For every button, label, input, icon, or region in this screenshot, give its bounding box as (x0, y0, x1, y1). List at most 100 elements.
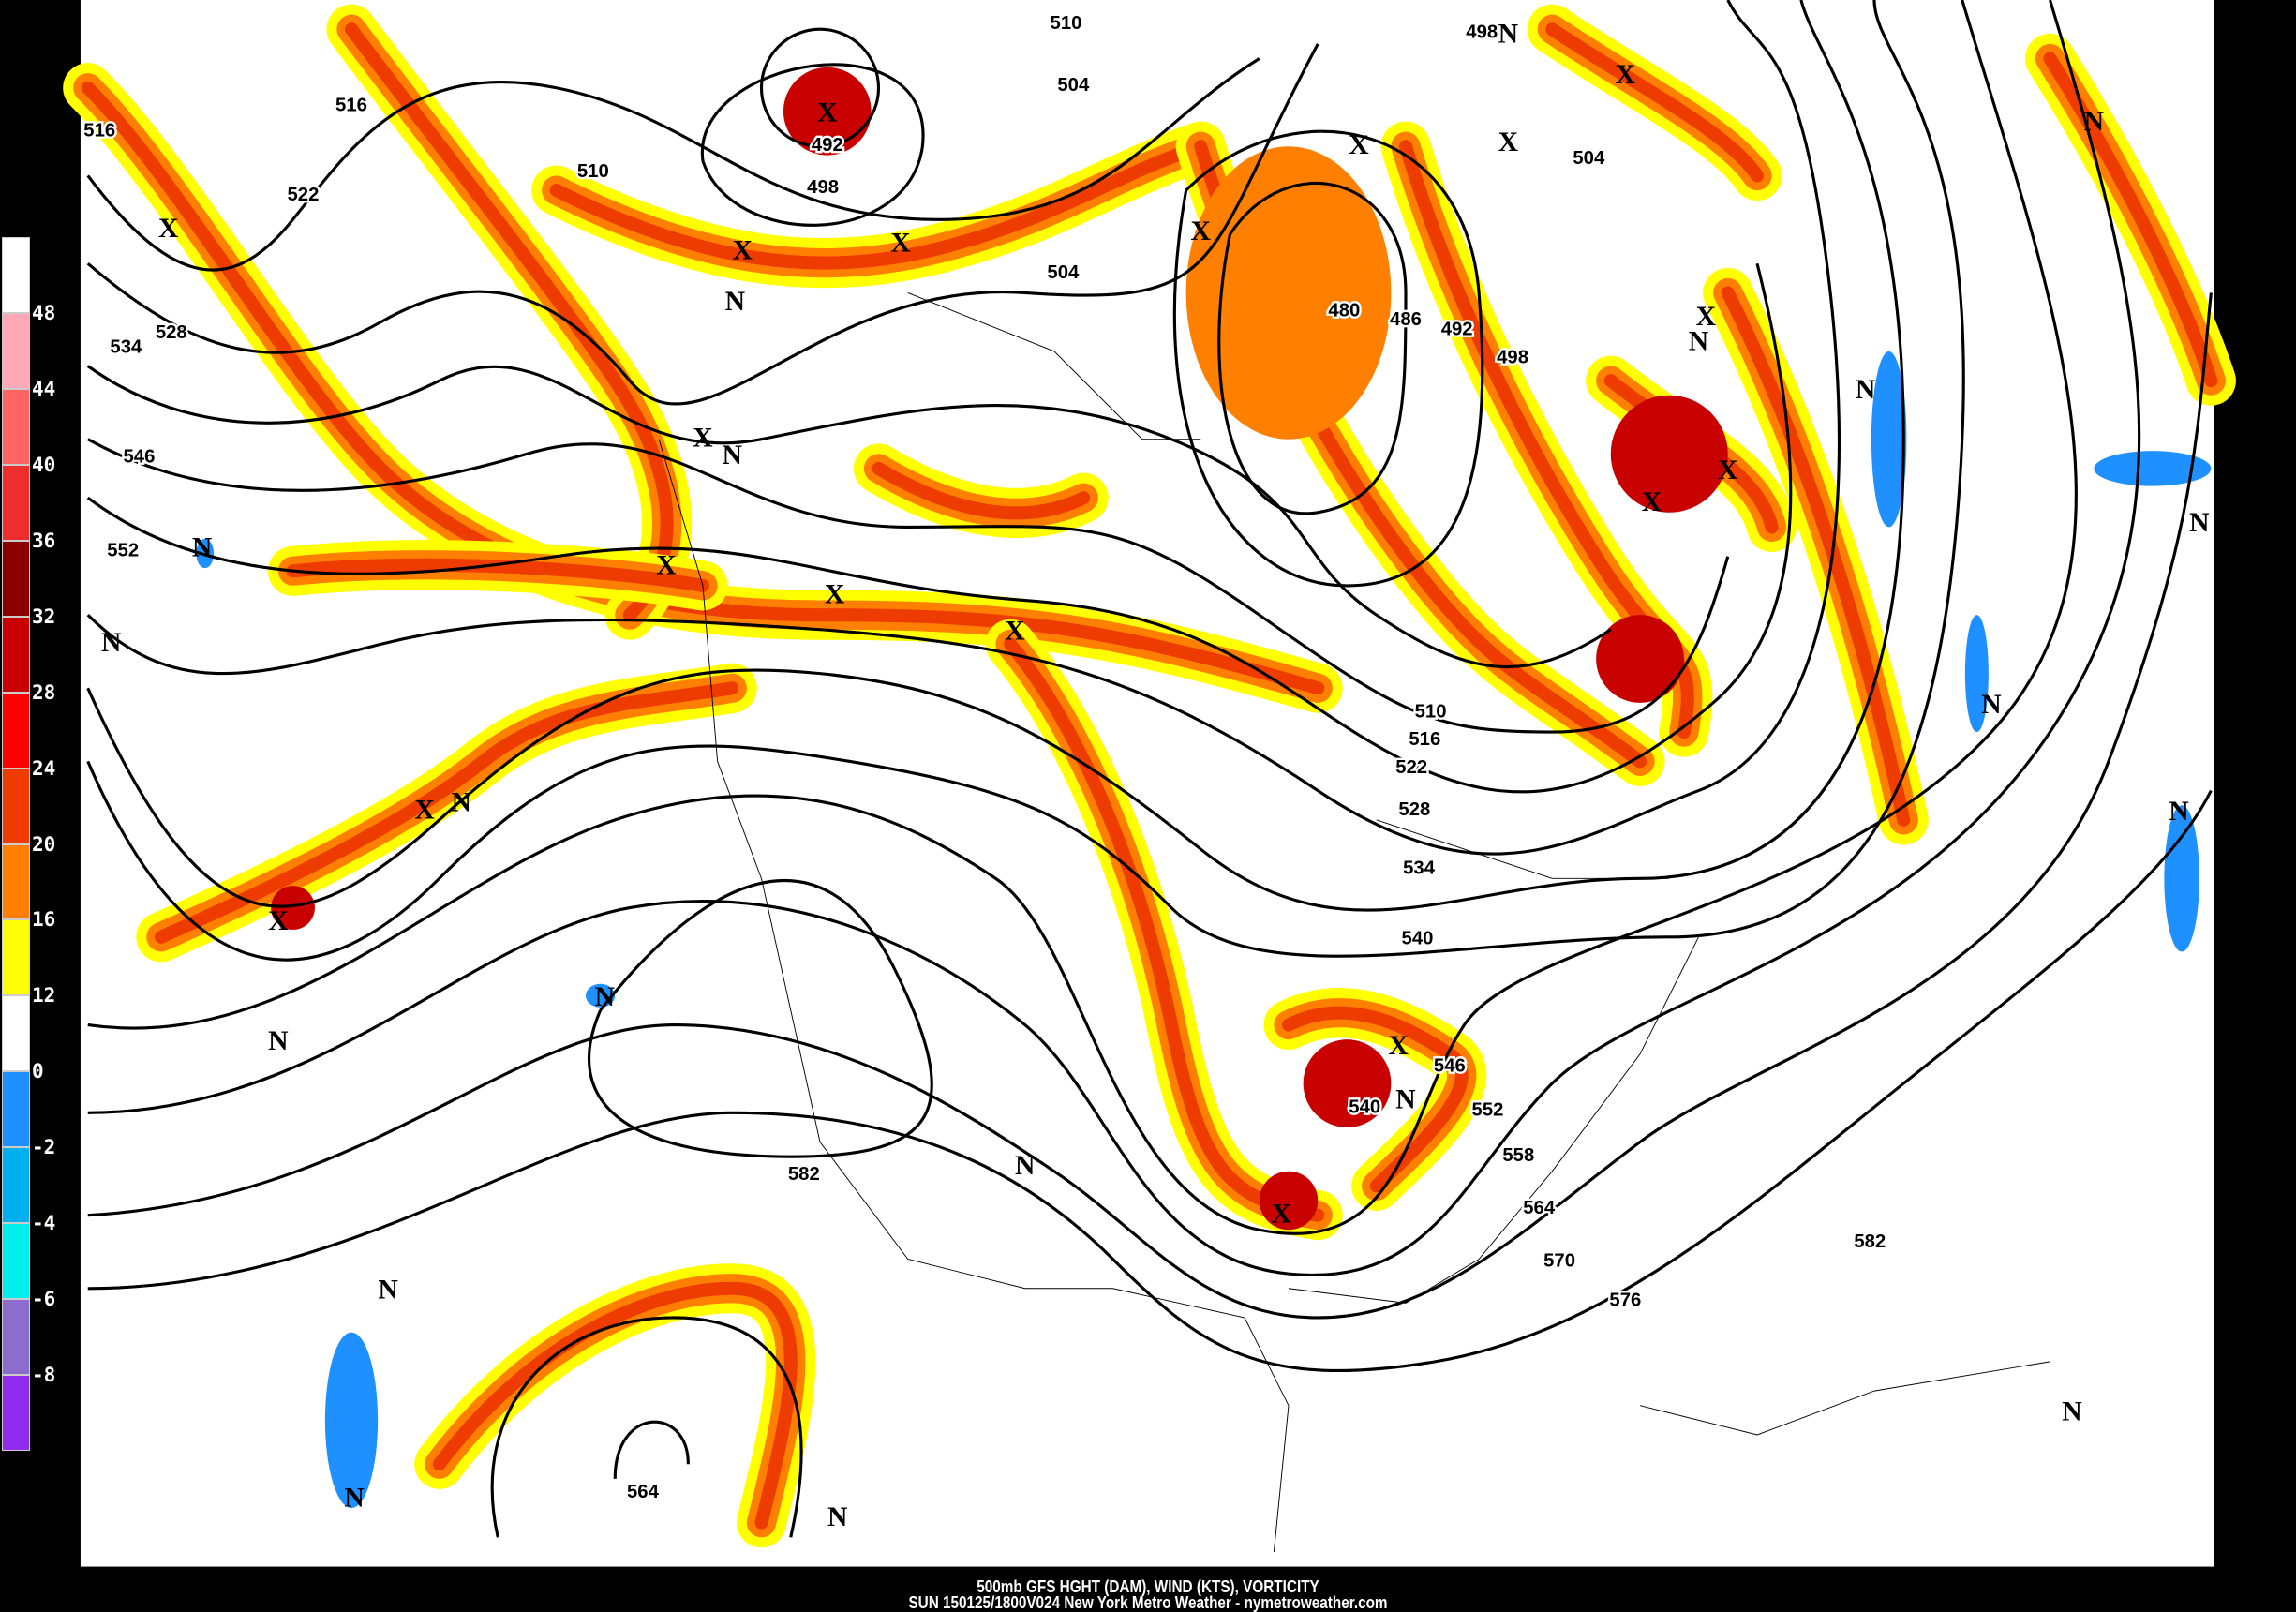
vorticity-min-marker: N (2062, 1396, 2082, 1426)
negative-vorticity-area (1871, 351, 1907, 528)
contour-label: 564 (1523, 1198, 1556, 1218)
vorticity-max-marker: X (825, 580, 845, 610)
vorticity-min-marker: N (595, 982, 616, 1012)
vorticity-min-marker: N (2189, 508, 2210, 538)
height-contour (86, 0, 1965, 962)
vorticity-max (1610, 395, 1728, 513)
colorbar-label: -2 (32, 1136, 56, 1159)
height-contour (759, 27, 881, 148)
colorbar-label: -4 (32, 1212, 56, 1235)
height-contour (613, 1420, 690, 1479)
vorticity-min-marker: N (1856, 375, 1876, 405)
colorbar-swatch (2, 616, 30, 693)
colorbar-swatch (2, 919, 30, 996)
colorbar-swatch (2, 1147, 30, 1224)
vorticity-max-marker: X (1271, 1199, 1291, 1229)
colorbar-swatch (2, 1375, 30, 1451)
height-contour (86, 57, 1260, 272)
colorbar-swatch (2, 995, 30, 1072)
vorticity-min-marker: N (2169, 797, 2189, 827)
colorbar-label: 40 (32, 453, 56, 476)
vorticity-band-20 (1281, 1006, 1469, 1193)
coastline (658, 439, 1290, 1552)
contour-label: 564 (627, 1482, 660, 1502)
height-contour (1217, 181, 1408, 515)
colorbar-label: 36 (32, 529, 56, 552)
contour-label: 528 (1398, 799, 1430, 820)
negative-vorticity-area (2094, 451, 2212, 486)
vorticity-band-20 (344, 22, 674, 622)
vorticity-max (271, 886, 315, 931)
vorticity-min-marker: N (723, 440, 743, 470)
negative-vorticity-area (324, 1332, 379, 1509)
height-contours (86, 0, 2213, 1538)
negative-vorticity-area (1964, 615, 1989, 733)
vorticity-max-marker: X (1616, 60, 1636, 90)
colorbar-swatch (2, 312, 30, 389)
contour-label: 492 (812, 135, 843, 156)
contour-label: 552 (107, 541, 139, 561)
vorticity-band-20 (2043, 52, 2218, 388)
contour-label: 576 (1609, 1290, 1641, 1310)
vorticity-min-marker: N (1395, 1085, 1416, 1115)
colorbar-swatch (2, 388, 30, 465)
colorbar-label: 12 (32, 984, 56, 1008)
contour-label: 516 (83, 120, 115, 141)
coastline (1639, 1361, 2050, 1436)
vorticity-max-marker: X (1005, 617, 1025, 647)
contour-label: 504 (1057, 75, 1090, 96)
contour-label: 522 (287, 185, 319, 205)
colorbar-swatch (2, 843, 30, 920)
contour-labels: 510 498 504 504 516 516 492 498 510 522 504 480 486 4… (82, 11, 1888, 1505)
contour-label: 510 (1415, 701, 1447, 722)
colorbar-label: -8 (32, 1364, 56, 1387)
vorticity-band-20 (1545, 22, 1765, 183)
vorticity-max-marker: X (158, 214, 179, 244)
vorticity-min-marker: N (827, 1502, 848, 1532)
vorticity-max-marker: X (1642, 487, 1662, 517)
contour-label: 498 (1466, 22, 1498, 43)
colorbar-swatch (2, 1071, 30, 1148)
contour-label: 534 (1403, 858, 1436, 879)
coastlines (658, 292, 2050, 1552)
vorticity-min-marker: N (1498, 19, 1519, 49)
contour-label: 498 (807, 177, 839, 198)
contour-label: 498 (1497, 347, 1528, 367)
contour-label: 510 (577, 161, 609, 182)
height-contour (87, 0, 2078, 1235)
vorticity-band-20 (872, 461, 1091, 520)
colorbar-swatch (2, 692, 30, 769)
map-subtitle: SUN 150125/1800V024 New York Metro Weath… (908, 1593, 1388, 1612)
negative-vorticity-area (2164, 805, 2199, 952)
height-contour (588, 879, 933, 1158)
vorticity-min-marker: N (2084, 107, 2105, 137)
vorticity-min-marker: N (1015, 1151, 1036, 1181)
colorbar-swatch (2, 1223, 30, 1300)
colorbar-swatch (2, 1299, 30, 1376)
colorbar-label: 24 (32, 756, 56, 780)
contour-label: 504 (1573, 148, 1605, 169)
vorticity-min-marker: N (378, 1276, 398, 1306)
vorticity-min-marker: N (101, 628, 122, 658)
vorticity-min-marker: N (725, 287, 746, 317)
vorticity-band-20 (1721, 286, 1911, 827)
contour-label: 582 (788, 1164, 820, 1185)
height-contour (86, 262, 1793, 794)
contour-label: 486 (1390, 309, 1422, 330)
coastline (1288, 936, 1699, 1304)
vorticity-shading (63, 4, 2236, 1548)
vorticity-min-marker: N (1981, 690, 2002, 720)
map-title: 500mb GFS HGHT (DAM), WIND (KTS), VORTIC… (977, 1577, 1319, 1596)
vorticity-min-marker: N (192, 533, 213, 563)
height-contour (86, 365, 1612, 669)
contour-label: 522 (1395, 757, 1427, 778)
contour-label: 540 (1349, 1097, 1380, 1117)
vorticity-band-20 (286, 558, 710, 592)
vorticity-min-marker: N (1689, 326, 1709, 356)
vorticity-band-20 (1004, 637, 1325, 1222)
colorbar-label: 44 (32, 377, 56, 400)
contour-label: 558 (1502, 1145, 1534, 1166)
vorticity-max-marker: X (268, 906, 289, 936)
